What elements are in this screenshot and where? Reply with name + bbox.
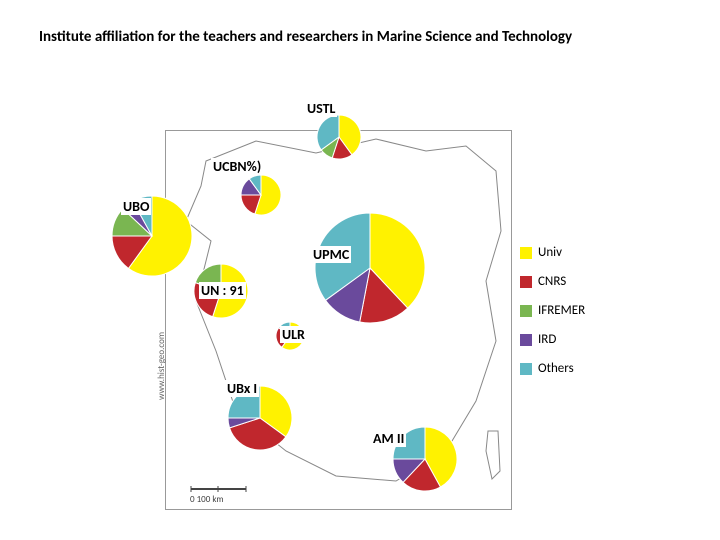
legend-item-others: Others [520,361,585,376]
pie-ustl [317,115,361,164]
legend-label: IFREMER [538,303,585,318]
pie-label-un: UN : 91 [199,282,246,299]
pie-label-ucbn: UCBN%) [211,158,263,175]
pie-ucbn [241,175,281,220]
pie-label-ustl: USTL [305,100,337,117]
legend-item-ifremer: IFREMER [520,303,585,318]
legend-item-cnrs: CNRS [520,274,585,289]
legend-label: CNRS [538,274,566,289]
pie-label-ulr: ULR [280,326,307,343]
pie-upmc [315,213,425,328]
legend: Univ CNRS IFREMER IRD Others [520,245,585,390]
legend-label: Others [538,361,574,376]
pie-label-upmc: UPMC [311,246,351,263]
legend-swatch [520,276,532,288]
legend-swatch [520,363,532,375]
pie-label-ubo: UBO [121,198,151,215]
legend-item-ird: IRD [520,332,585,347]
pie-label-ubxi: UBx I [225,380,259,397]
scale-label: 0 100 km [190,494,224,505]
pie-label-amii: AM II [371,430,406,447]
legend-swatch [520,334,532,346]
legend-label: IRD [538,332,556,347]
legend-item-univ: Univ [520,245,585,260]
legend-label: Univ [538,245,562,260]
chart-title: Institute affiliation for the teachers a… [39,28,572,46]
legend-swatch [520,305,532,317]
legend-swatch [520,247,532,259]
credit-label: www.hist-geo.com [156,332,167,400]
